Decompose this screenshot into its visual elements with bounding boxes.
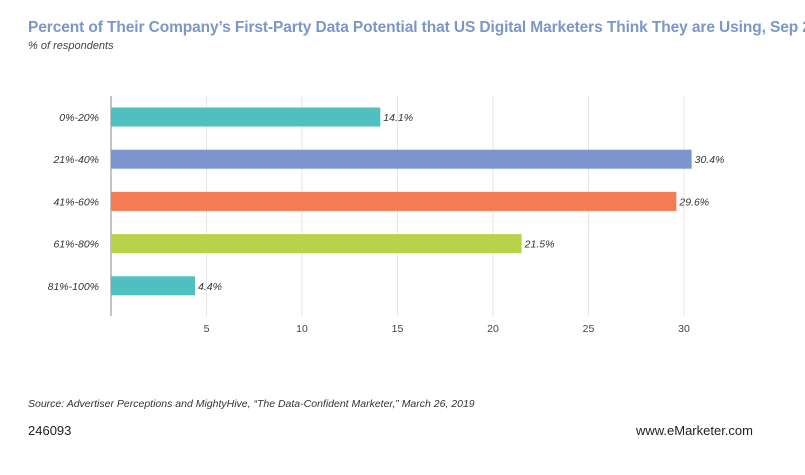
bar-41%-60%[interactable] — [111, 191, 677, 211]
source-note: Source: Advertiser Perceptions and Might… — [28, 398, 475, 410]
category-label-0: 0%-20% — [59, 112, 99, 124]
x-tick-label-5: 5 — [204, 323, 210, 335]
bar-61%-80%[interactable] — [111, 234, 522, 254]
brand-link[interactable]: www.eMarketer.com — [635, 423, 753, 438]
value-label-1: 30.4% — [695, 154, 725, 166]
value-label-4: 4.4% — [198, 281, 222, 293]
bar-81%-100%[interactable] — [111, 276, 196, 296]
bar-21%-40%[interactable] — [111, 149, 692, 169]
bar-0%-20%[interactable] — [111, 107, 381, 127]
x-tick-label-15: 15 — [392, 323, 404, 335]
category-label-3: 61%-80% — [53, 239, 99, 251]
x-tick-label-30: 30 — [678, 323, 690, 335]
x-tick-label-25: 25 — [583, 323, 595, 335]
x-tick-label-20: 20 — [487, 323, 499, 335]
value-label-0: 14.1% — [383, 112, 413, 124]
chart-id: 246093 — [28, 423, 72, 438]
value-label-3: 21.5% — [524, 239, 555, 251]
value-label-2: 29.6% — [678, 196, 709, 208]
category-label-2: 41%-60% — [53, 196, 99, 208]
chart-title: Percent of Their Company’s First-Party D… — [28, 19, 805, 36]
category-label-4: 81%-100% — [48, 281, 99, 293]
x-tick-label-10: 10 — [296, 323, 308, 335]
chart-subtitle: % of respondents — [28, 40, 114, 52]
category-label-1: 21%-40% — [52, 154, 99, 166]
